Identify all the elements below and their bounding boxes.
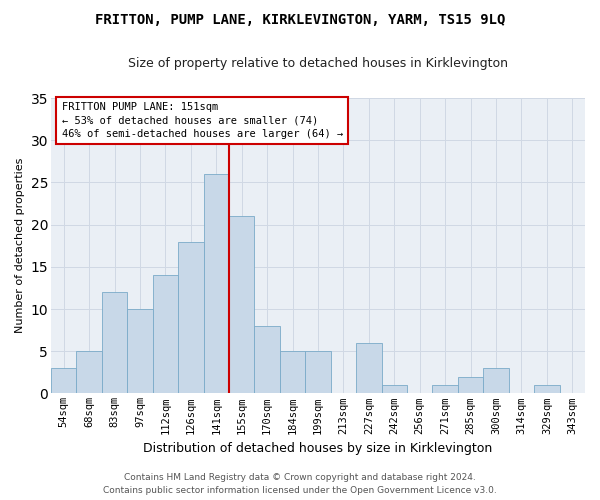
- Bar: [203, 174, 229, 394]
- Bar: [51, 368, 76, 394]
- Bar: [229, 216, 254, 394]
- Y-axis label: Number of detached properties: Number of detached properties: [15, 158, 25, 334]
- Bar: [356, 343, 382, 394]
- Bar: [534, 385, 560, 394]
- Bar: [458, 376, 483, 394]
- Bar: [76, 351, 102, 394]
- Bar: [127, 309, 152, 394]
- Bar: [305, 351, 331, 394]
- X-axis label: Distribution of detached houses by size in Kirklevington: Distribution of detached houses by size …: [143, 442, 493, 455]
- Text: Contains HM Land Registry data © Crown copyright and database right 2024.
Contai: Contains HM Land Registry data © Crown c…: [103, 474, 497, 495]
- Bar: [280, 351, 305, 394]
- Text: FRITTON PUMP LANE: 151sqm
← 53% of detached houses are smaller (74)
46% of semi-: FRITTON PUMP LANE: 151sqm ← 53% of detac…: [62, 102, 343, 139]
- Bar: [433, 385, 458, 394]
- Bar: [152, 276, 178, 394]
- Bar: [483, 368, 509, 394]
- Text: FRITTON, PUMP LANE, KIRKLEVINGTON, YARM, TS15 9LQ: FRITTON, PUMP LANE, KIRKLEVINGTON, YARM,…: [95, 12, 505, 26]
- Bar: [254, 326, 280, 394]
- Title: Size of property relative to detached houses in Kirklevington: Size of property relative to detached ho…: [128, 58, 508, 70]
- Bar: [102, 292, 127, 394]
- Bar: [382, 385, 407, 394]
- Bar: [178, 242, 203, 394]
